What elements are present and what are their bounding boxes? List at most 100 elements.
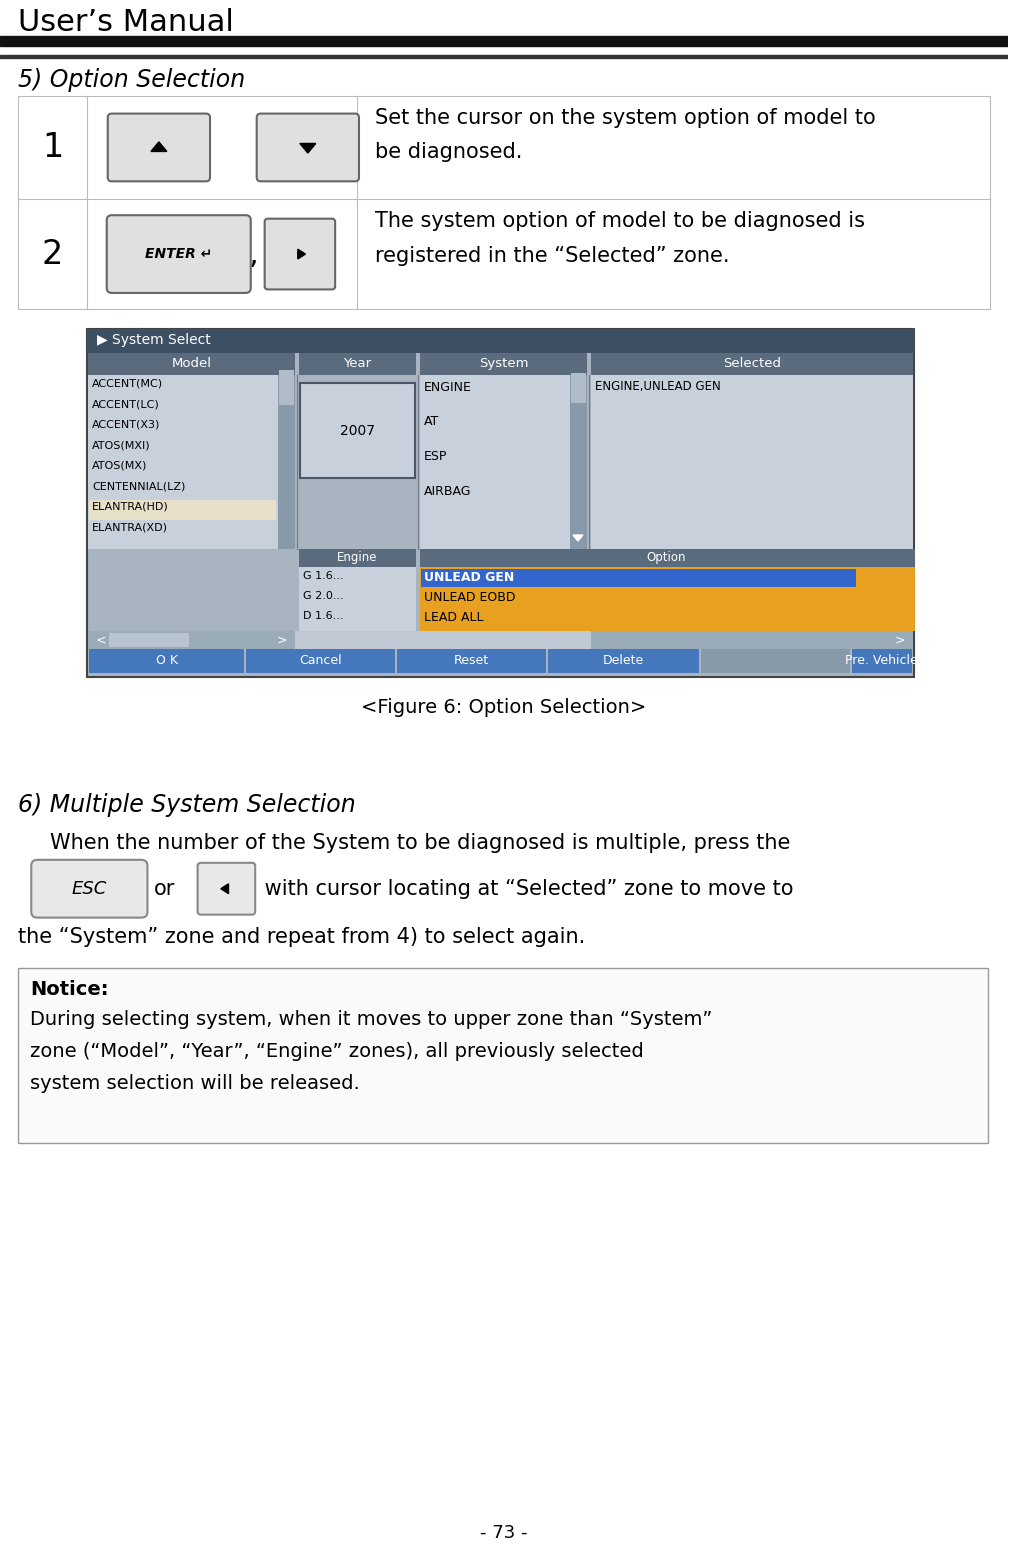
Text: Selected: Selected [723, 357, 781, 369]
Bar [591, 374, 912, 549]
Text: Option: Option [647, 552, 686, 564]
Text: Delete: Delete [603, 654, 645, 666]
Text: LEAD ALL: LEAD ALL [424, 611, 483, 623]
Text: UNLEAD GEN: UNLEAD GEN [424, 570, 515, 584]
FancyBboxPatch shape [31, 860, 147, 918]
Text: Model: Model [172, 357, 212, 369]
Text: When the number of the System to be diagnosed is multiple, press the: When the number of the System to be diag… [50, 833, 790, 853]
Text: Reset: Reset [454, 654, 489, 666]
Polygon shape [151, 142, 166, 152]
Text: AIRBAG: AIRBAG [424, 485, 472, 498]
Bar [548, 649, 699, 673]
Text: 6) Multiple System Selection: 6) Multiple System Selection [18, 793, 355, 818]
Text: ELANTRA(XD): ELANTRA(XD) [92, 523, 168, 532]
Bar [420, 374, 587, 549]
Polygon shape [297, 249, 306, 258]
Bar [89, 499, 276, 519]
Bar [87, 329, 914, 677]
Text: <: < [96, 634, 107, 646]
Polygon shape [299, 144, 316, 153]
Text: ENTER ↵: ENTER ↵ [145, 247, 212, 261]
Text: ENGINE,UNLEAD GEN: ENGINE,UNLEAD GEN [595, 380, 721, 393]
Bar [298, 549, 416, 631]
Text: The system option of model to be diagnosed is
registered in the “Selected” zone.: The system option of model to be diagnos… [376, 212, 866, 266]
Bar [18, 96, 990, 309]
Text: - 73 -: - 73 - [480, 1524, 527, 1543]
Text: ATOS(MXI): ATOS(MXI) [92, 441, 151, 450]
Text: the “System” zone and repeat from 4) to select again.: the “System” zone and repeat from 4) to … [18, 926, 585, 946]
Bar [279, 369, 294, 405]
Bar [88, 352, 295, 374]
Text: ▶ System Select: ▶ System Select [97, 332, 211, 346]
Text: User’s Manual: User’s Manual [18, 8, 233, 37]
Bar [88, 374, 295, 549]
Bar [110, 632, 189, 646]
Bar [420, 549, 915, 631]
FancyBboxPatch shape [107, 215, 251, 292]
Bar [247, 649, 395, 673]
Bar [299, 382, 415, 478]
Bar [278, 374, 295, 549]
Text: Notice:: Notice: [29, 980, 109, 999]
Bar [89, 649, 245, 673]
Text: 2: 2 [42, 238, 63, 271]
Polygon shape [281, 382, 291, 388]
Text: Cancel: Cancel [299, 654, 342, 666]
Text: System: System [479, 357, 528, 369]
FancyBboxPatch shape [108, 113, 210, 181]
Bar [298, 549, 416, 567]
Text: Pre. Vehicle: Pre. Vehicle [845, 654, 919, 666]
Bar [298, 352, 416, 374]
Text: >: > [277, 634, 287, 646]
Polygon shape [221, 884, 228, 894]
Text: Year: Year [343, 357, 371, 369]
Text: ,: , [249, 240, 258, 269]
Text: UNLEAD EOBD: UNLEAD EOBD [424, 591, 516, 604]
FancyBboxPatch shape [257, 113, 359, 181]
Bar [88, 631, 295, 649]
Bar [0, 54, 1008, 57]
Text: or: or [154, 878, 176, 898]
Bar [591, 352, 912, 374]
Bar [420, 352, 587, 374]
Text: 2007: 2007 [340, 424, 375, 438]
Text: CENTENNIAL(LZ): CENTENNIAL(LZ) [92, 481, 186, 492]
Text: During selecting system, when it moves to upper zone than “System”
zone (“Model”: During selecting system, when it moves t… [29, 1010, 713, 1093]
Text: Engine: Engine [337, 552, 378, 564]
Polygon shape [573, 535, 583, 541]
Bar [88, 631, 912, 649]
Bar [0, 36, 1008, 46]
Text: ACCENT(X3): ACCENT(X3) [92, 419, 160, 430]
Text: O K: O K [156, 654, 178, 666]
Text: >: > [894, 634, 905, 646]
Bar [591, 631, 912, 649]
Text: ACCENT(LC): ACCENT(LC) [92, 399, 160, 410]
FancyBboxPatch shape [265, 218, 335, 289]
Text: ACCENT(MC): ACCENT(MC) [92, 379, 163, 388]
Bar [18, 968, 988, 1142]
Text: D 1.6...: D 1.6... [302, 611, 343, 621]
Bar [571, 373, 586, 402]
Text: AT: AT [424, 416, 439, 428]
Text: G 1.6...: G 1.6... [302, 570, 343, 581]
Text: ESP: ESP [424, 450, 448, 464]
Text: ,: , [257, 133, 267, 162]
Bar [420, 549, 915, 567]
Bar [421, 569, 856, 587]
Text: ESC: ESC [72, 880, 107, 898]
Bar [701, 649, 850, 673]
Text: ELANTRA(HD): ELANTRA(HD) [92, 502, 170, 512]
Bar [87, 329, 914, 352]
Text: 5) Option Selection: 5) Option Selection [18, 68, 246, 91]
Bar [397, 649, 546, 673]
Text: with cursor locating at “Selected” zone to move to: with cursor locating at “Selected” zone … [258, 878, 794, 898]
Text: ATOS(MX): ATOS(MX) [92, 461, 148, 470]
Text: Set the cursor on the system option of model to
be diagnosed.: Set the cursor on the system option of m… [376, 108, 876, 162]
Bar [852, 649, 911, 673]
FancyBboxPatch shape [198, 863, 255, 915]
Polygon shape [573, 382, 583, 388]
Text: 1: 1 [42, 131, 63, 164]
Bar [570, 374, 587, 549]
Text: G 2.0...: G 2.0... [302, 591, 344, 601]
Text: ENGINE: ENGINE [424, 380, 472, 394]
